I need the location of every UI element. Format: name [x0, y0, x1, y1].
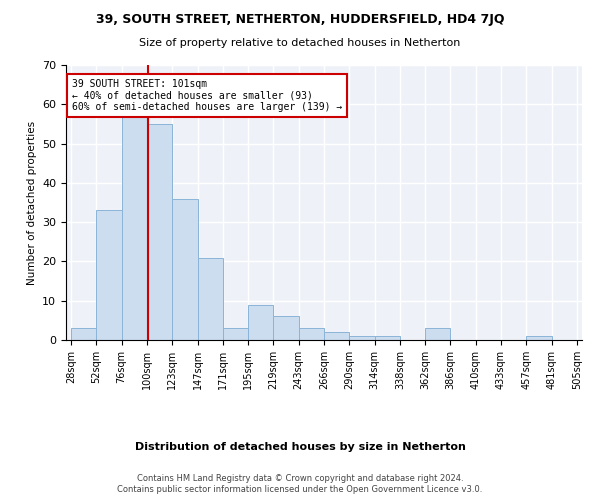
Bar [172, 198, 197, 340]
Text: 39 SOUTH STREET: 101sqm
← 40% of detached houses are smaller (93)
60% of semi-de: 39 SOUTH STREET: 101sqm ← 40% of detache… [73, 78, 343, 112]
Bar [349, 336, 374, 340]
Y-axis label: Number of detached properties: Number of detached properties [26, 120, 37, 284]
Bar [299, 328, 324, 340]
Text: 39, SOUTH STREET, NETHERTON, HUDDERSFIELD, HD4 7JQ: 39, SOUTH STREET, NETHERTON, HUDDERSFIEL… [96, 12, 504, 26]
Bar [248, 304, 274, 340]
Bar [274, 316, 299, 340]
Bar [122, 112, 147, 340]
Bar [223, 328, 248, 340]
Text: Size of property relative to detached houses in Netherton: Size of property relative to detached ho… [139, 38, 461, 48]
Text: Contains HM Land Registry data © Crown copyright and database right 2024.: Contains HM Land Registry data © Crown c… [137, 474, 463, 483]
Bar [71, 328, 97, 340]
Text: Contains public sector information licensed under the Open Government Licence v3: Contains public sector information licen… [118, 485, 482, 494]
Bar [374, 336, 400, 340]
Bar [425, 328, 451, 340]
Text: Distribution of detached houses by size in Netherton: Distribution of detached houses by size … [134, 442, 466, 452]
Bar [197, 258, 223, 340]
Bar [324, 332, 349, 340]
Bar [526, 336, 551, 340]
Bar [97, 210, 122, 340]
Bar [147, 124, 172, 340]
